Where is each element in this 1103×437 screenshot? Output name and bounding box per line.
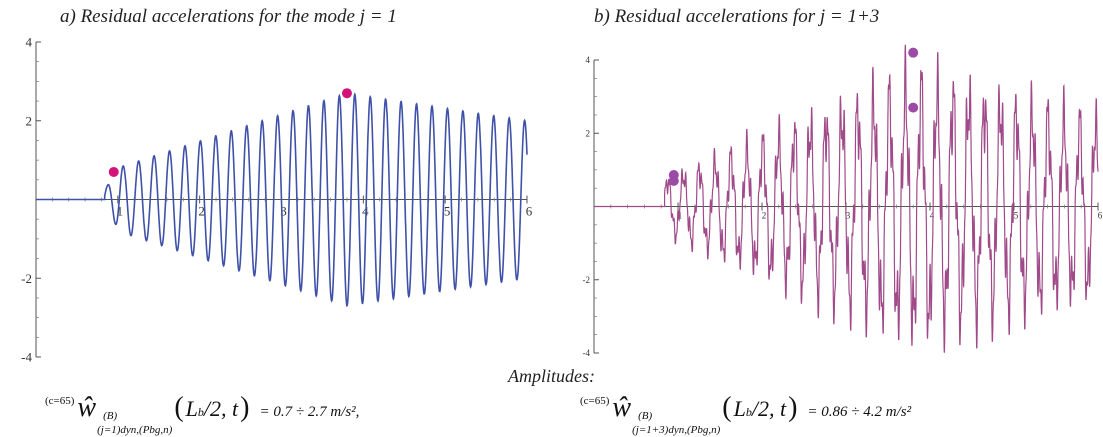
- chart-a-y-tick-label: -4: [21, 350, 32, 365]
- formula-a-prefix: (c=65): [45, 395, 75, 407]
- chart-b-series-line-0: [594, 44, 1099, 353]
- chart-a-x-tick-label: 1: [117, 204, 124, 219]
- formula-b-argument: Lb/2, t: [733, 396, 787, 421]
- chart-b-x-tick-label: 2: [762, 211, 767, 221]
- chart-b-x-tick-label: 5: [1014, 211, 1019, 221]
- formula-b-value: = 0.86 ÷ 4.2 m/s²: [807, 404, 912, 420]
- formula-a-symbol: ŵ: [77, 392, 97, 423]
- formula-b-superscript: (B): [638, 410, 653, 422]
- chart-b-x-tick-label: 6: [1098, 211, 1103, 221]
- chart-b-marker-3: [908, 102, 919, 113]
- chart-a-x-tick-label: 6: [526, 204, 533, 219]
- chart-a-x-tick-label: 5: [444, 204, 451, 219]
- chart-a-marker-1: [341, 88, 352, 99]
- formula-b: (c=65) ŵ (B) (j=1+3)dyn,(Pbg,n) ( Lb/2, …: [580, 392, 912, 437]
- formula-a-argument: Lb/2, t: [185, 396, 239, 421]
- formula-b-prefix: (c=65): [580, 395, 610, 407]
- chart-b-y-tick-label: 4: [586, 55, 591, 65]
- chart-b-y-tick-label: -2: [583, 275, 591, 285]
- formula-a-value: = 0.7 ÷ 2.7 m/s²,: [259, 404, 360, 420]
- formula-a: (c=65) ŵ (B) (j=1)dyn,(Pbg,n) ( Lb/2, t …: [45, 392, 360, 437]
- chart-a-y-tick-label: 2: [26, 113, 33, 128]
- chart-a-y-tick-label: -2: [21, 271, 32, 286]
- chart-a-marker-0: [108, 166, 119, 177]
- chart-a-y-tick-label: 4: [26, 35, 33, 50]
- formula-b-subscript: (j=1+3)dyn,(Pbg,n): [632, 424, 721, 436]
- chart-a-series-line-0: [36, 92, 528, 308]
- chart-b-y-tick-label: 2: [586, 128, 591, 138]
- chart-a-x-tick-label: 2: [198, 204, 205, 219]
- chart-b-marker-2: [908, 47, 919, 58]
- formula-a-superscript: (B): [103, 410, 118, 422]
- formula-b-indices: (B) (j=1+3)dyn,(Pbg,n): [632, 409, 720, 437]
- chart-b-x-tick-label: 3: [846, 211, 851, 221]
- chart-b-marker-1: [668, 175, 679, 186]
- chart-b-title: b) Residual accelerations for j = 1+3: [594, 6, 880, 27]
- amplitudes-heading: Amplitudes:: [508, 366, 595, 386]
- chart-a-title: a) Residual accelerations for the mode j…: [60, 6, 397, 27]
- formula-b-symbol: ŵ: [612, 392, 632, 423]
- chart-b-y-tick-label: -4: [583, 348, 591, 358]
- chart-a-x-tick-label: 3: [280, 204, 287, 219]
- formula-a-subscript: (j=1)dyn,(Pbg,n): [97, 424, 173, 436]
- chart-b-x-tick-label: 4: [930, 211, 935, 221]
- formula-a-indices: (B) (j=1)dyn,(Pbg,n): [97, 409, 172, 437]
